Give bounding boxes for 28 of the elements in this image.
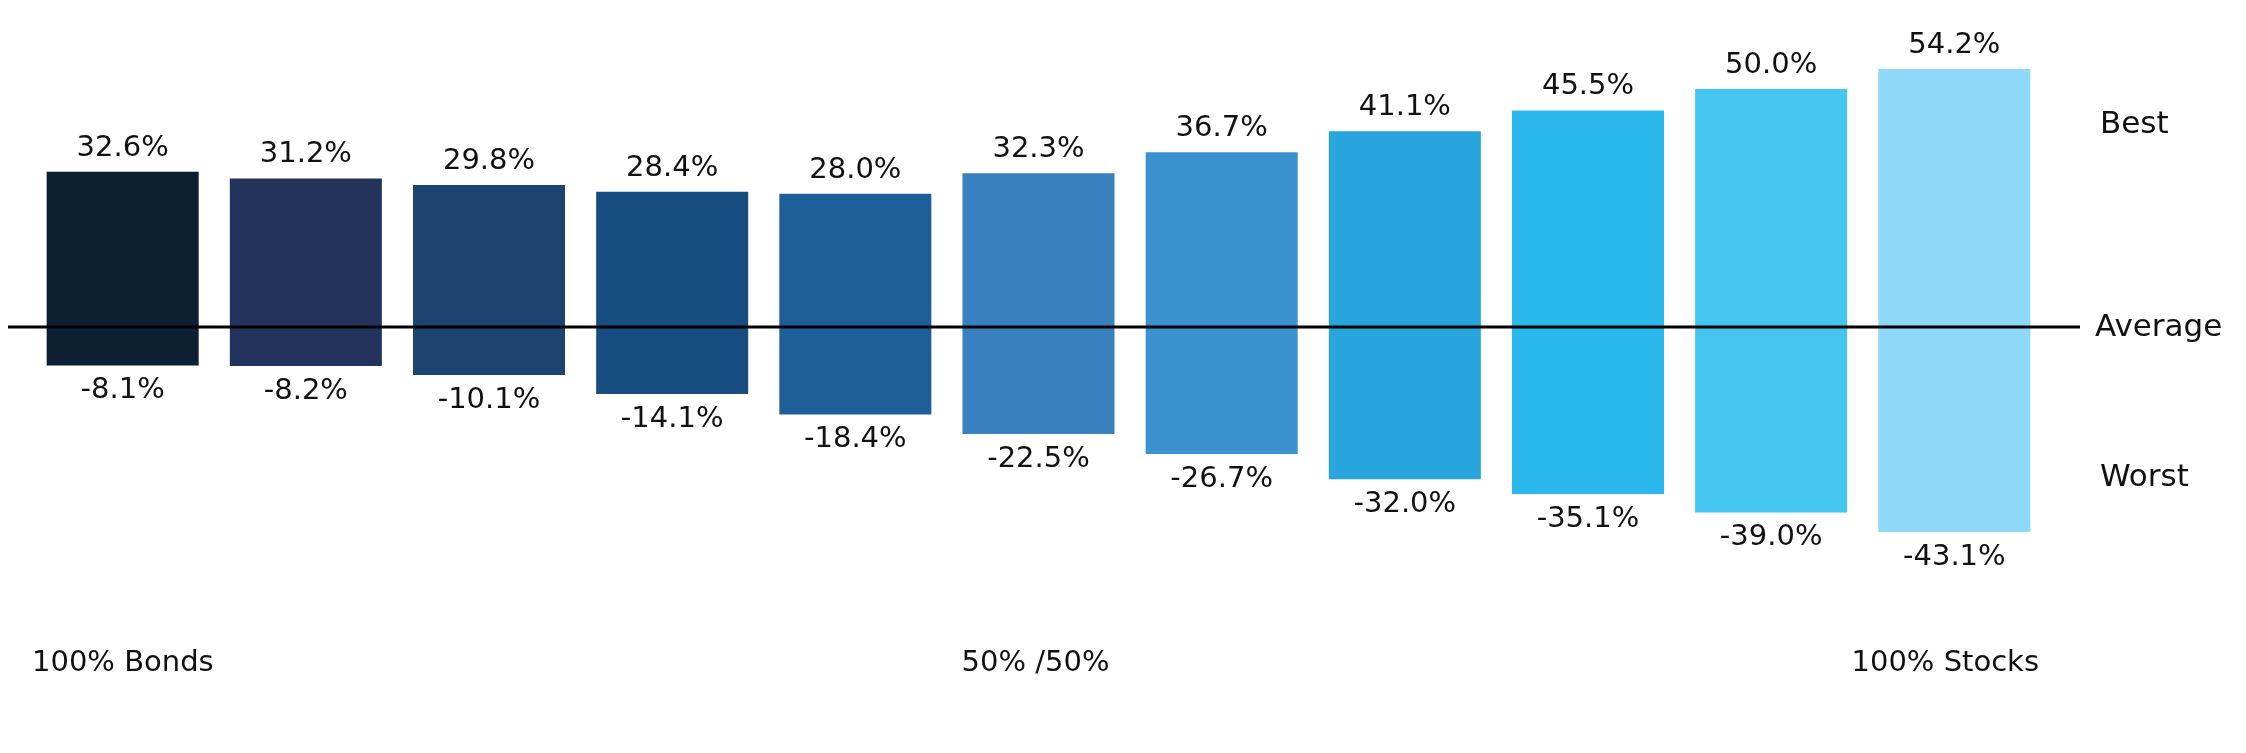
data-label: -14.1%	[620, 400, 724, 434]
data-label: 29.8%	[442, 142, 536, 177]
data-label: -35.1%	[1536, 499, 1640, 534]
data-label: -8.1%	[80, 371, 165, 406]
text: 100% Bonds	[32, 644, 214, 678]
data-label: -10.1%	[437, 380, 541, 415]
data-label: 50.0%	[1725, 45, 1818, 80]
data-label: -18.4%	[804, 420, 907, 455]
data-label: 32.6%	[76, 128, 169, 163]
data-label: 45.5%	[1541, 67, 1635, 102]
data-label: 41.1%	[1358, 88, 1451, 123]
data-label: -32.0%	[1353, 485, 1457, 520]
ref-line-label: Average	[2095, 306, 2223, 343]
data-label: -26.7%	[1170, 459, 1273, 494]
data-label: -8.2%	[263, 371, 348, 406]
data-label: 54.2%	[1908, 26, 2001, 60]
data-label: 31.2%	[259, 135, 352, 170]
text: 100% Stocks	[1851, 644, 2039, 678]
data-label: -22.5%	[987, 439, 1090, 474]
text: Worst	[2100, 457, 2189, 493]
data-label: -43.1%	[1903, 538, 2006, 572]
text: 50% /50%	[961, 644, 1110, 678]
data-label: 36.7%	[1175, 109, 1268, 144]
data-label: 28.4%	[626, 148, 719, 183]
data-label: 32.3%	[992, 130, 1085, 165]
data-label: 28.0%	[809, 150, 902, 185]
text: Best	[2100, 104, 2169, 140]
data-label: -39.0%	[1719, 518, 1823, 553]
